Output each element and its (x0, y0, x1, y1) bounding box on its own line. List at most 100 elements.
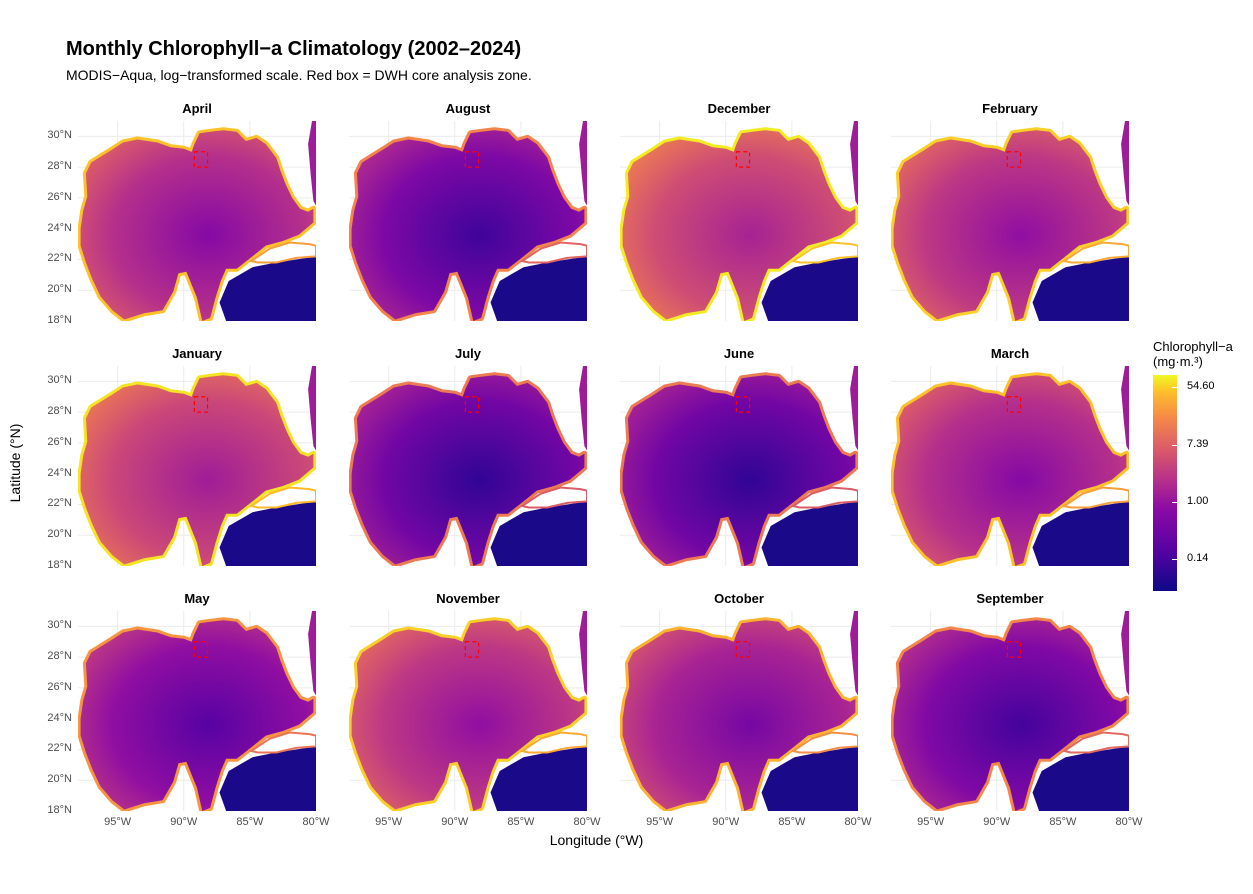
lat-tick-label: 18°N (47, 559, 72, 571)
panel-title: February (982, 101, 1038, 116)
caribbean-ocean (1032, 501, 1129, 566)
dwh-core-zone-box (193, 151, 209, 168)
dwh-core-zone-box (464, 151, 480, 168)
atlantic-ocean (579, 366, 587, 451)
lat-tick-label: 26°N (47, 190, 72, 203)
lat-tick-label: 22°N (47, 742, 72, 755)
gulf-ocean (622, 375, 856, 566)
dwh-core-zone-box (464, 396, 480, 413)
map-svg (891, 611, 1129, 811)
atlantic-ocean (1121, 121, 1129, 206)
dwh-core-zone-box (1006, 641, 1022, 658)
lat-tick-label: 26°N (47, 435, 72, 448)
panel-title: June (723, 346, 755, 361)
panel-title: January (172, 346, 222, 361)
legend-tick-mark (1172, 502, 1177, 503)
dwh-core-zone-box (464, 641, 480, 658)
lon-tick-label: 85°W (1049, 816, 1077, 828)
gulf-ocean (893, 620, 1127, 811)
atlantic-ocean (850, 366, 858, 451)
cuba-land (790, 486, 858, 509)
legend-tick-label: 0.14 (1187, 552, 1209, 564)
lon-tick-label: 80°W (302, 816, 330, 828)
chlorophyll-map-panel (78, 121, 316, 321)
map-svg (349, 611, 587, 811)
chlorophyll-map-panel (620, 366, 858, 566)
dwh-core-zone-box (193, 396, 209, 413)
dwh-core-zone-box (735, 396, 751, 413)
atlantic-ocean (1121, 366, 1129, 451)
map-svg (891, 366, 1129, 566)
lat-tick-label: 18°N (47, 314, 72, 326)
lon-tick-label: 95°W (375, 816, 403, 828)
chlorophyll-map-panel (891, 121, 1129, 321)
panel-title: May (184, 591, 210, 606)
legend-tick-label: 7.39 (1187, 438, 1209, 450)
atlantic-ocean (308, 611, 316, 696)
cuba-land (248, 731, 316, 754)
cuba-land (1061, 731, 1129, 754)
lat-tick-label: 28°N (47, 405, 72, 418)
dwh-core-zone-box (1006, 396, 1022, 413)
lon-tick-label: 85°W (236, 816, 264, 828)
atlantic-ocean (1121, 611, 1129, 696)
map-svg (891, 121, 1129, 321)
legend-tick-mark (1172, 445, 1177, 446)
atlantic-ocean (308, 366, 316, 451)
cuba-land (519, 241, 587, 264)
chlorophyll-map-panel (349, 121, 587, 321)
panel-title: April (182, 101, 212, 116)
caribbean-ocean (219, 746, 316, 811)
gulf-ocean (893, 375, 1127, 566)
legend-title: Chlorophyll−a (mg·m.³) (1153, 339, 1233, 369)
lat-tick-label: 20°N (47, 773, 72, 786)
gulf-ocean (622, 620, 856, 811)
cuba-land (1061, 486, 1129, 509)
caribbean-ocean (219, 501, 316, 566)
lon-tick-label: 95°W (646, 816, 674, 828)
caribbean-ocean (490, 501, 587, 566)
lat-tick-label: 22°N (47, 252, 72, 265)
cuba-land (248, 241, 316, 264)
caribbean-ocean (761, 256, 858, 321)
gulf-ocean (893, 130, 1127, 321)
lon-tick-label: 90°W (170, 816, 198, 828)
gulf-ocean (351, 375, 585, 566)
lon-tick-label: 85°W (778, 816, 806, 828)
chlorophyll-map-panel (891, 366, 1129, 566)
map-svg (620, 366, 858, 566)
y-axis-title: Latitude (°N) (7, 423, 23, 503)
map-svg (349, 366, 587, 566)
chlorophyll-map-panel (349, 366, 587, 566)
atlantic-ocean (579, 611, 587, 696)
panel-title: December (707, 101, 771, 116)
panel-title: October (714, 591, 764, 606)
panel-title: July (454, 346, 481, 361)
caribbean-ocean (490, 256, 587, 321)
figure-title: Monthly Chlorophyll−a Climatology (2002–… (66, 38, 522, 60)
lat-tick-label: 30°N (47, 129, 72, 142)
x-axis-title: Longitude (°W) (549, 832, 644, 848)
panel-title: August (445, 101, 491, 116)
chlorophyll-map-panel (620, 121, 858, 321)
atlantic-ocean (308, 121, 316, 206)
legend-tick-label: 54.60 (1187, 380, 1215, 392)
legend-tick-mark (1172, 387, 1177, 388)
panel-title: September (976, 591, 1044, 606)
chlorophyll-map-panel (78, 366, 316, 566)
chlorophyll-map-panel (78, 611, 316, 811)
caribbean-ocean (1032, 256, 1129, 321)
lon-tick-label: 90°W (441, 816, 469, 828)
map-svg (349, 121, 587, 321)
atlantic-ocean (850, 611, 858, 696)
gulf-ocean (80, 620, 314, 811)
lat-tick-label: 20°N (47, 528, 72, 541)
lat-tick-label: 28°N (47, 650, 72, 663)
caribbean-ocean (1032, 746, 1129, 811)
chlorophyll-map-panel (891, 611, 1129, 811)
lon-tick-label: 90°W (983, 816, 1011, 828)
caribbean-ocean (761, 501, 858, 566)
lon-tick-label: 85°W (507, 816, 535, 828)
lat-tick-label: 30°N (47, 374, 72, 387)
